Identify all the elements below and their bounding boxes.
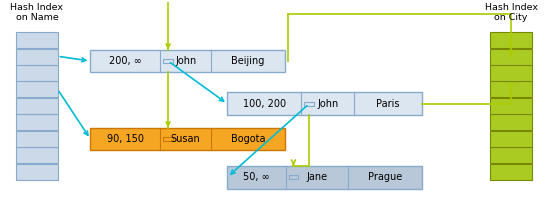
FancyBboxPatch shape xyxy=(490,131,532,147)
FancyBboxPatch shape xyxy=(16,98,58,114)
FancyBboxPatch shape xyxy=(490,49,532,64)
FancyBboxPatch shape xyxy=(163,137,173,141)
Text: 100, 200: 100, 200 xyxy=(243,99,286,109)
FancyBboxPatch shape xyxy=(490,98,532,114)
Text: 200, ∞: 200, ∞ xyxy=(109,56,142,66)
FancyBboxPatch shape xyxy=(490,32,532,48)
FancyBboxPatch shape xyxy=(227,166,422,188)
Text: John: John xyxy=(175,56,196,66)
Text: 90, 150: 90, 150 xyxy=(107,134,144,144)
Text: Bogota: Bogota xyxy=(231,134,265,144)
FancyBboxPatch shape xyxy=(16,131,58,147)
Text: Paris: Paris xyxy=(376,99,399,109)
Text: Jane: Jane xyxy=(306,172,328,182)
FancyBboxPatch shape xyxy=(163,59,173,63)
Text: Prague: Prague xyxy=(368,172,402,182)
FancyBboxPatch shape xyxy=(16,65,58,81)
FancyBboxPatch shape xyxy=(90,50,285,72)
Text: Beijing: Beijing xyxy=(231,56,265,66)
FancyBboxPatch shape xyxy=(90,128,285,150)
FancyBboxPatch shape xyxy=(490,147,532,163)
FancyBboxPatch shape xyxy=(16,164,58,180)
Text: Hash Index
on City: Hash Index on City xyxy=(484,3,538,22)
Text: Susan: Susan xyxy=(171,134,201,144)
FancyBboxPatch shape xyxy=(227,92,422,115)
FancyBboxPatch shape xyxy=(288,175,298,179)
Text: John: John xyxy=(317,99,338,109)
FancyBboxPatch shape xyxy=(490,114,532,131)
Text: Hash Index
on Name: Hash Index on Name xyxy=(10,3,64,22)
FancyBboxPatch shape xyxy=(490,164,532,180)
FancyBboxPatch shape xyxy=(16,82,58,98)
FancyBboxPatch shape xyxy=(304,102,314,105)
FancyBboxPatch shape xyxy=(16,114,58,131)
FancyBboxPatch shape xyxy=(490,65,532,81)
FancyBboxPatch shape xyxy=(490,82,532,98)
FancyBboxPatch shape xyxy=(16,49,58,64)
Text: 50, ∞: 50, ∞ xyxy=(243,172,270,182)
FancyBboxPatch shape xyxy=(16,32,58,48)
FancyBboxPatch shape xyxy=(16,147,58,163)
